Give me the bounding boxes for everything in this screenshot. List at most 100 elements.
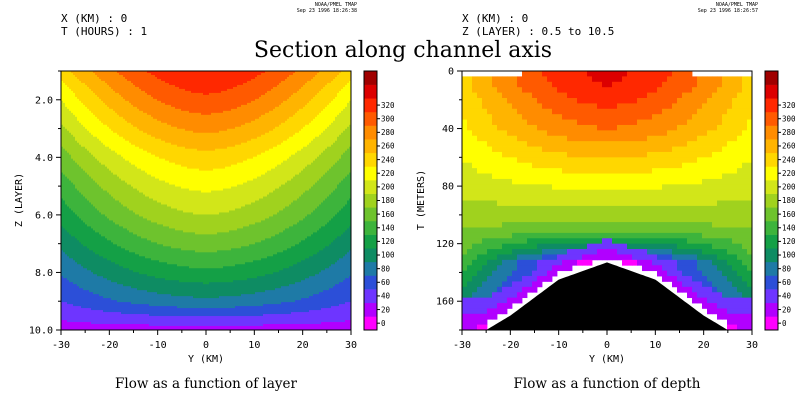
heatmap-cell	[269, 274, 272, 291]
heatmap-cell	[197, 190, 200, 215]
heatmap-cell	[333, 216, 336, 241]
heatmap-cell	[527, 189, 533, 196]
heatmap-cell	[303, 126, 306, 148]
heatmap-cell	[632, 103, 638, 110]
heatmap-cell	[163, 294, 166, 307]
heatmap-cell	[602, 146, 608, 153]
heatmap-cell	[477, 76, 483, 83]
heatmap-cell	[217, 232, 220, 251]
heatmap-cell	[289, 96, 292, 118]
heatmap-cell	[482, 200, 488, 207]
heatmap-cell	[181, 296, 184, 309]
heatmap-cell	[201, 234, 204, 253]
heatmap-cell	[95, 254, 98, 275]
heatmap-cell	[239, 126, 242, 146]
heatmap-cell	[597, 114, 603, 120]
heatmap-cell	[637, 222, 643, 228]
heatmap-cell	[652, 108, 658, 115]
heatmap-cell	[195, 148, 198, 170]
heatmap-cell	[522, 254, 528, 261]
heatmap-cell	[233, 146, 236, 166]
heatmap-cell	[299, 150, 302, 174]
heatmap-cell	[91, 112, 94, 136]
heatmap-cell	[507, 303, 513, 309]
heatmap-cell	[537, 238, 543, 245]
heatmap-cell	[295, 71, 298, 94]
heatmap-cell	[179, 146, 182, 166]
heatmap-cell	[161, 262, 164, 279]
heatmap-cell	[97, 232, 100, 255]
heatmap-cell	[229, 296, 232, 309]
heatmap-cell	[587, 81, 593, 88]
heatmap-cell	[592, 162, 598, 169]
heatmap-cell	[343, 178, 346, 207]
heatmap-cell	[89, 292, 92, 309]
heatmap-cell	[205, 252, 208, 269]
heatmap-cell	[692, 141, 698, 147]
heatmap-cell	[717, 276, 723, 282]
heatmap-cell	[562, 92, 568, 99]
heatmap-cell	[492, 195, 498, 201]
heatmap-cell	[97, 76, 100, 98]
heatmap-cell	[185, 71, 188, 92]
heatmap-cell	[167, 71, 170, 84]
heatmap-cell	[597, 178, 603, 185]
heatmap-cell	[537, 114, 543, 120]
heatmap-cell	[662, 124, 668, 131]
heatmap-cell	[517, 146, 523, 153]
heatmap-cell	[532, 270, 538, 277]
heatmap-cell	[115, 264, 118, 283]
heatmap-cell	[163, 316, 166, 327]
heatmap-cell	[522, 130, 528, 137]
heatmap-cell	[587, 92, 593, 99]
heatmap-cell	[722, 313, 728, 320]
heatmap-cell	[135, 324, 138, 330]
heatmap-cell	[687, 141, 693, 147]
heatmap-cell	[291, 324, 294, 330]
heatmap-cell	[532, 114, 538, 120]
heatmap-cell	[103, 324, 106, 330]
heatmap-cell	[517, 103, 523, 110]
heatmap-cell	[125, 250, 128, 269]
heatmap-cell	[712, 81, 718, 88]
heatmap-cell	[737, 270, 743, 277]
heatmap-cell	[507, 238, 513, 245]
heatmap-cell	[277, 212, 280, 235]
heatmap-cell	[652, 232, 658, 239]
heatmap-cell	[617, 173, 623, 180]
heatmap-cell	[219, 316, 222, 327]
heatmap-cell	[107, 324, 110, 330]
heatmap-cell	[602, 200, 608, 207]
heatmap-cell	[722, 270, 728, 277]
heatmap-cell	[742, 292, 748, 299]
heatmap-cell	[203, 252, 206, 269]
heatmap-cell	[587, 184, 593, 191]
heatmap-cell	[119, 302, 122, 313]
heatmap-cell	[291, 116, 294, 138]
heatmap-cell	[722, 189, 728, 196]
heatmap-cell	[597, 254, 603, 261]
heatmap-cell	[311, 324, 314, 330]
heatmap-cell	[612, 97, 618, 104]
heatmap-cell	[267, 90, 270, 114]
heatmap-cell	[487, 114, 493, 120]
heatmap-cell	[157, 294, 160, 307]
heatmap-cell	[97, 294, 100, 311]
heatmap-cell	[462, 103, 468, 110]
heatmap-cell	[497, 119, 503, 126]
heatmap-cell	[462, 92, 468, 99]
heatmap-cell	[77, 71, 80, 80]
heatmap-cell	[577, 216, 583, 223]
heatmap-cell	[487, 205, 493, 212]
heatmap-cell	[582, 162, 588, 169]
heatmap-cell	[542, 124, 548, 131]
colorbar-label: 40	[782, 292, 792, 301]
heatmap-cell	[321, 322, 324, 330]
heatmap-cell	[89, 88, 92, 112]
heatmap-cell	[672, 254, 678, 261]
heatmap-cell	[522, 162, 528, 169]
heatmap-cell	[103, 312, 106, 325]
heatmap-cell	[111, 220, 114, 243]
heatmap-cell	[467, 200, 473, 207]
heatmap-cell	[181, 88, 184, 112]
